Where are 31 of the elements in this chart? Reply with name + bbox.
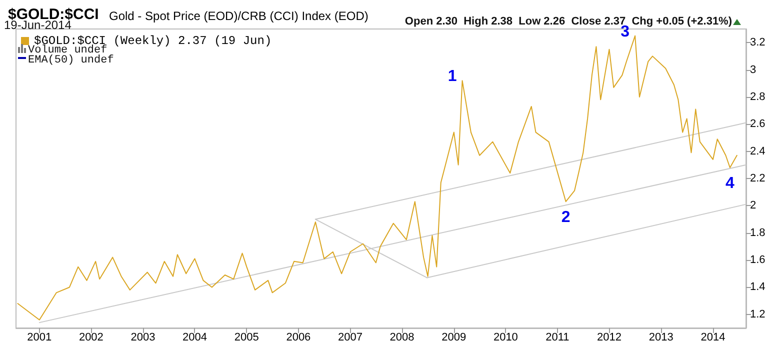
x-tick-label: 2011 (546, 332, 570, 344)
y-tick-label: 2.6 (750, 118, 766, 130)
annotation: 2 (561, 209, 570, 226)
x-tick-label: 2013 (648, 332, 674, 344)
chart-subtitle: Gold - Spot Price (EOD)/CRB (CCI) Index (EOD) (109, 9, 368, 23)
x-tick-label: 2014 (700, 332, 726, 344)
y-tick-label: 2.8 (750, 90, 766, 103)
y-tick-label: 2.2 (750, 172, 766, 184)
y-tick-label: 1.4 (750, 281, 766, 294)
annotation: EMA(50) undef (28, 54, 114, 66)
x-tick-label: 2009 (442, 332, 466, 344)
x-tick-label: 2010 (493, 332, 518, 344)
x-tick-label: 2005 (234, 332, 259, 344)
x-tick-label: 2008 (390, 332, 414, 344)
x-tick-label: 2002 (78, 332, 104, 344)
y-tick-label: 3.2 (750, 36, 766, 49)
x-tick-label: 2004 (182, 332, 207, 344)
y-tick-label: 3 (750, 64, 756, 76)
annotation: 3 (620, 23, 630, 40)
x-tick-label: 2006 (286, 332, 311, 344)
y-tick-label: 1.6 (750, 254, 766, 266)
y-tick-label: 1.2 (750, 308, 766, 320)
annotation: 4 (726, 175, 735, 192)
y-tick-label: 2.4 (750, 145, 766, 158)
x-tick-label: 2007 (338, 332, 362, 344)
annotation: 1 (448, 68, 457, 86)
x-tick-label: 2001 (27, 332, 52, 344)
x-tick-label: 2003 (130, 332, 156, 344)
y-tick-label: 2 (750, 200, 756, 212)
x-tick-label: 2012 (597, 332, 622, 344)
y-tick-label: 1.8 (750, 226, 766, 239)
